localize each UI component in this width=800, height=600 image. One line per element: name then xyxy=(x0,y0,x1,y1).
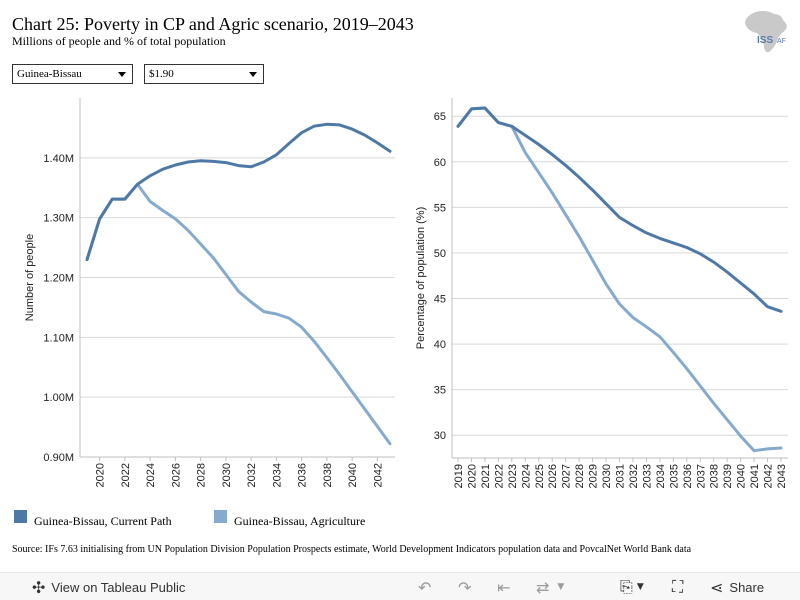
redo-icon: ↷ xyxy=(458,577,472,597)
x-tick-label: 2030 xyxy=(601,464,613,488)
download-icon: ⎘ xyxy=(620,577,633,596)
chart-title: Chart 25: Poverty in CP and Agric scenar… xyxy=(12,14,414,34)
x-tick-label: 2039 xyxy=(722,464,734,488)
poverty-line-dropdown-value: $1.90 xyxy=(149,68,174,80)
undo-button[interactable]: ↶ xyxy=(418,573,431,600)
country-dropdown[interactable]: Guinea-Bissau xyxy=(12,64,133,84)
revert-button[interactable]: ⇤ xyxy=(497,573,510,600)
refresh-icon: ⇄ xyxy=(536,577,550,597)
x-tick-label: 2040 xyxy=(347,463,359,487)
refresh-button[interactable]: ⇄ ▼ xyxy=(536,573,564,600)
view-on-tableau-button[interactable]: ✣ View on Tableau Public xyxy=(32,573,185,600)
tableau-toolbar: ✣ View on Tableau Public ↶ ↷ ⇤ ⇄ ▼ ⎘ ▼ ⛶… xyxy=(0,572,800,600)
chevron-down-icon xyxy=(118,72,126,77)
tableau-icon: ✣ xyxy=(32,577,46,597)
legend-swatch-agriculture xyxy=(214,510,227,523)
y-tick-label: 1.00M xyxy=(43,392,74,404)
x-tick-label: 2034 xyxy=(271,463,283,487)
chevron-down-icon xyxy=(249,72,257,77)
x-tick-label: 2020 xyxy=(95,463,107,487)
x-tick-label: 2021 xyxy=(480,464,492,488)
y-tick-label: 0.90M xyxy=(43,452,74,464)
revert-icon: ⇤ xyxy=(497,577,511,597)
share-icon: ⋖ xyxy=(710,577,724,597)
x-tick-label: 2026 xyxy=(170,463,182,487)
x-tick-label: 2036 xyxy=(682,464,694,488)
x-tick-label: 2037 xyxy=(695,464,707,488)
legend-swatch-current-path xyxy=(14,510,27,523)
series-line-agriculture xyxy=(456,106,783,453)
legend-label-agriculture: Guinea-Bissau, Agriculture xyxy=(234,514,366,528)
chevron-down-icon: ▼ xyxy=(557,582,565,592)
undo-icon: ↶ xyxy=(418,577,432,597)
x-tick-label: 2030 xyxy=(221,463,233,487)
share-button[interactable]: ⋖ Share xyxy=(710,573,764,600)
x-tick-label: 2038 xyxy=(322,463,334,487)
logo-text: ISS xyxy=(757,35,773,46)
view-on-tableau-label: View on Tableau Public xyxy=(51,579,186,595)
y-tick-label: 65 xyxy=(434,111,446,123)
fullscreen-button[interactable]: ⛶ xyxy=(672,573,683,600)
y-tick-label: 35 xyxy=(434,385,446,397)
x-tick-label: 2022 xyxy=(493,464,505,488)
y-tick-label: 60 xyxy=(434,157,446,169)
y-tick-label: 55 xyxy=(434,202,446,214)
x-tick-label: 2028 xyxy=(196,463,208,487)
percentage-chart: 30 35 40 45 50 55 60 65 2019 2020 2021 2022 2023 2024… xyxy=(415,98,788,488)
country-dropdown-value: Guinea-Bissau xyxy=(17,68,82,80)
share-label: Share xyxy=(729,579,765,595)
x-tick-label: 2035 xyxy=(668,464,680,488)
y-tick-label: 1.40M xyxy=(43,153,74,165)
x-tick-label: 2040 xyxy=(736,464,748,488)
y-axis-title: Number of people xyxy=(24,234,36,321)
x-tick-label: 2034 xyxy=(655,464,667,488)
x-tick-label: 2025 xyxy=(534,464,546,488)
x-tick-label: 2024 xyxy=(520,464,532,488)
series-line-current-path xyxy=(456,106,783,313)
x-tick-label: 2043 xyxy=(776,464,788,488)
x-tick-label: 2028 xyxy=(574,464,586,488)
x-tick-label: 2032 xyxy=(246,463,258,487)
x-tick-label: 2041 xyxy=(749,464,761,488)
chart-subtitle: Millions of people and % of total popula… xyxy=(12,34,226,48)
x-tick-label: 2029 xyxy=(588,464,600,488)
y-tick-label: 40 xyxy=(434,339,446,351)
x-tick-label: 2031 xyxy=(615,464,627,488)
series-line-current-path xyxy=(85,122,392,262)
legend-label-current-path: Guinea-Bissau, Current Path xyxy=(34,514,172,528)
x-tick-label: 2026 xyxy=(547,464,559,488)
y-tick-label: 50 xyxy=(434,248,446,260)
x-tick-label: 2038 xyxy=(709,464,721,488)
x-tick-label: 2032 xyxy=(628,464,640,488)
y-tick-label: 1.10M xyxy=(43,332,74,344)
y-tick-label: 1.30M xyxy=(43,213,74,225)
y-axis-title: Percentage of population (%) xyxy=(415,207,427,349)
people-chart: 0.90M 1.00M 1.10M 1.20M 1.30M 1.40M 2020 2022 20… xyxy=(24,98,395,487)
x-tick-label: 2033 xyxy=(641,464,653,488)
download-button[interactable]: ⎘ ▼ xyxy=(620,573,644,600)
x-tick-label: 2042 xyxy=(763,464,775,488)
x-tick-label: 2020 xyxy=(466,464,478,488)
x-tick-label: 2022 xyxy=(120,463,132,487)
x-tick-label: 2036 xyxy=(297,463,309,487)
y-tick-label: 30 xyxy=(434,430,446,442)
x-tick-label: 2042 xyxy=(372,463,384,487)
series-line-agriculture xyxy=(85,182,392,446)
iss-africa-logo: ISS AF xyxy=(745,10,787,53)
chevron-down-icon: ▼ xyxy=(636,582,644,592)
y-tick-label: 1.20M xyxy=(43,273,74,285)
x-tick-label: 2027 xyxy=(561,464,573,488)
redo-button[interactable]: ↷ xyxy=(458,573,471,600)
x-tick-label: 2019 xyxy=(453,464,465,488)
source-note: Source: IFs 7.63 initialising from UN Po… xyxy=(12,544,692,555)
fullscreen-icon: ⛶ xyxy=(672,577,684,596)
poverty-line-dropdown[interactable]: $1.90 xyxy=(144,64,264,84)
x-tick-label: 2023 xyxy=(507,464,519,488)
x-tick-label: 2024 xyxy=(145,463,157,487)
y-tick-label: 45 xyxy=(434,294,446,306)
logo-suffix: AF xyxy=(777,38,786,45)
